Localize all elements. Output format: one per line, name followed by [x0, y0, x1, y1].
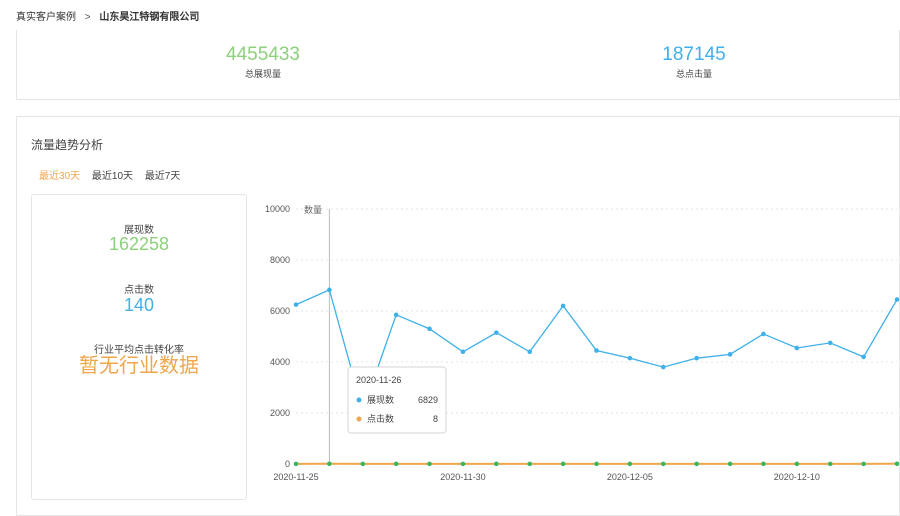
- total-clicks-value: 187145: [594, 44, 794, 66]
- clicks-point: [728, 462, 733, 467]
- clicks-point: [427, 462, 432, 467]
- tooltip-marker: [357, 398, 362, 403]
- clicks-point: [527, 462, 532, 467]
- clicks-point: [461, 462, 466, 467]
- clicks-point: [327, 461, 332, 466]
- tooltip-date: 2020-11-26: [356, 375, 401, 385]
- impressions-point: [628, 356, 633, 361]
- clicks-point: [861, 462, 866, 467]
- y-tick-label: 4000: [270, 357, 290, 367]
- impressions-point: [728, 352, 733, 357]
- total-impressions-stat: 4455433 总展现量: [163, 44, 363, 80]
- trend-title: 流量趋势分析: [31, 136, 103, 153]
- clicks-point: [895, 461, 900, 466]
- impressions-point: [494, 330, 499, 335]
- filter-last-7-days[interactable]: 最近7天: [145, 171, 181, 182]
- impressions-point: [394, 313, 399, 318]
- tooltip-series-name: 展现数: [367, 394, 394, 405]
- total-clicks-label: 总点击量: [594, 67, 794, 80]
- metrics-side-panel: 展现数 162258 点击数 140 行业平均点击转化率 暂无行业数据: [31, 194, 247, 500]
- date-range-filters: 最近30天 最近10天 最近7天: [39, 167, 189, 182]
- breadcrumb-separator: >: [85, 12, 91, 23]
- impressions-point: [461, 350, 466, 355]
- impressions-point: [594, 348, 599, 353]
- total-impressions-label: 总展现量: [163, 67, 363, 80]
- panel-industry-value: 暂无行业数据: [32, 354, 246, 378]
- breadcrumb-parent-link[interactable]: 真实客户案例: [16, 12, 76, 23]
- clicks-point: [661, 462, 666, 467]
- impressions-point: [327, 288, 332, 293]
- clicks-point: [594, 462, 599, 467]
- clicks-point: [628, 462, 633, 467]
- y-tick-label: 2000: [270, 408, 290, 418]
- clicks-point: [761, 462, 766, 467]
- impressions-point: [761, 332, 766, 337]
- clicks-point: [828, 462, 833, 467]
- clicks-point: [394, 462, 399, 467]
- tooltip-marker: [357, 417, 362, 422]
- x-tick-label: 2020-11-25: [273, 472, 318, 482]
- tooltip-series-value: 8: [433, 414, 438, 424]
- clicks-point: [694, 462, 699, 467]
- x-tick-label: 2020-12-10: [774, 472, 820, 482]
- y-tick-label: 6000: [270, 306, 290, 316]
- impressions-point: [527, 350, 532, 355]
- y-axis-label: 数量: [304, 204, 322, 215]
- total-impressions-value: 4455433: [163, 44, 363, 66]
- traffic-line-chart[interactable]: 0 2000 4000 6000 8000 10000 数量 2020-11-25 2020-1…: [246, 192, 900, 511]
- tooltip-series-name: 点击数: [367, 413, 394, 424]
- impressions-point: [895, 297, 900, 302]
- x-tick-label: 2020-12-05: [607, 472, 653, 482]
- clicks-point: [795, 462, 800, 467]
- breadcrumb: 真实客户案例 > 山东昊江特钢有限公司: [16, 8, 199, 22]
- impressions-point: [828, 341, 833, 346]
- impressions-point: [861, 355, 866, 360]
- clicks-point: [494, 462, 499, 467]
- panel-clicks-value: 140: [32, 294, 246, 316]
- y-tick-label: 10000: [265, 204, 290, 214]
- breadcrumb-current: 山东昊江特钢有限公司: [99, 12, 199, 23]
- impressions-point: [661, 365, 666, 370]
- summary-card: 4455433 总展现量 187145 总点击量: [16, 30, 900, 100]
- filter-last-30-days[interactable]: 最近30天: [39, 171, 80, 182]
- total-clicks-stat: 187145 总点击量: [594, 44, 794, 80]
- clicks-point: [294, 462, 299, 467]
- x-tick-label: 2020-11-30: [440, 472, 485, 482]
- clicks-point: [561, 462, 566, 467]
- impressions-point: [427, 327, 432, 332]
- impressions-point: [795, 346, 800, 351]
- y-tick-label: 8000: [270, 255, 290, 265]
- clicks-point: [360, 462, 365, 467]
- impressions-point: [294, 302, 299, 307]
- impressions-point: [694, 356, 699, 361]
- y-tick-label: 0: [285, 459, 290, 469]
- impressions-point: [561, 304, 566, 309]
- tooltip-series-value: 6829: [418, 395, 438, 405]
- filter-last-10-days[interactable]: 最近10天: [92, 171, 133, 182]
- panel-impressions-value: 162258: [32, 233, 246, 255]
